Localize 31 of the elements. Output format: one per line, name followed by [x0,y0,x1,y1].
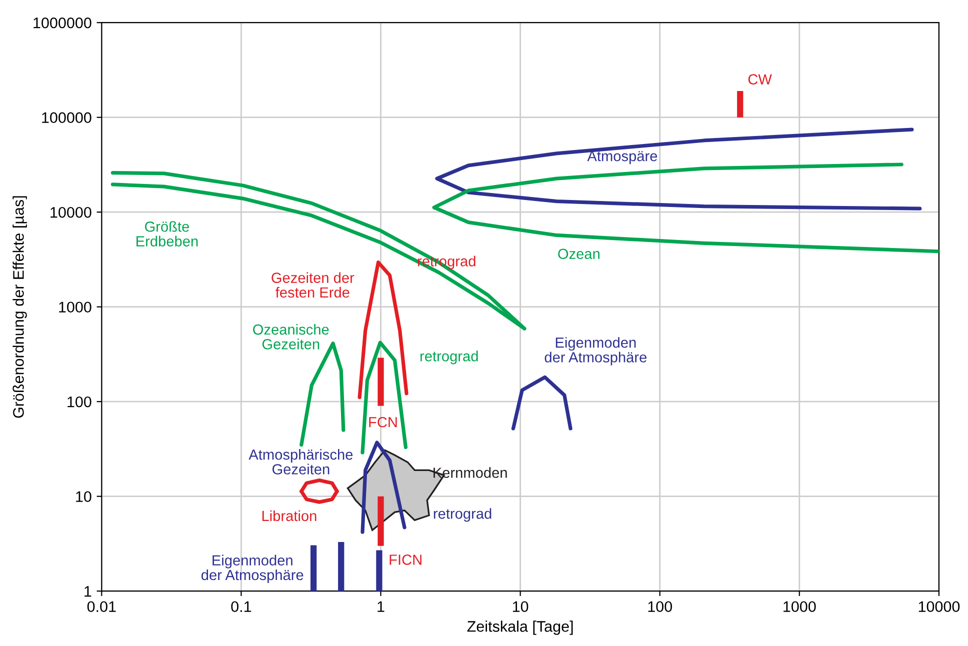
annotation: Ozean [558,248,600,260]
annotation: FCN [369,416,397,428]
annotation: Eigenmoden der Atmosphäre [544,337,646,366]
x-tick-label: 10 [512,601,528,612]
annotation: retrograd [434,508,492,522]
x-tick-label: 100 [648,601,672,612]
x-tick-label: 10000 [918,601,960,612]
y-tick-label: 1000000 [34,17,92,28]
y-tick-label: 100 [68,396,92,408]
y-tick-label: 10000 [50,206,92,218]
annotation: Eigenmoden der Atmosphäre [201,554,304,584]
annotation: Gezeiten der festen Erde [272,272,354,298]
annotation: Libration [262,510,316,522]
annotation: Kernmoden [434,467,507,478]
y-tick-label: 100000 [42,112,92,124]
annotation: CW [748,74,772,85]
annotation: Größte Erdbeben [136,221,198,246]
annotation: retrograd [420,350,478,364]
x-axis-title: Zeitskala [Tage] [467,620,573,635]
annotation: Ozeanische Gezeiten [253,324,329,350]
x-tick-label: 1000 [784,601,816,612]
x-tick-label: 0.01 [87,601,116,612]
x-tick-label: 1 [378,601,384,612]
y-axis-title: Größenordnung der Effekte [µas] [12,196,27,418]
x-tick-label: 0.1 [231,601,252,612]
annotation: Atmosphärische Gezeiten [248,449,353,474]
y-tick-label: 1000 [59,302,92,313]
y-tick-label: 10 [76,491,92,502]
annotation: Atmospäre [587,151,658,164]
annotation: FICN [390,554,422,565]
y-tick-label: 1 [84,586,92,597]
